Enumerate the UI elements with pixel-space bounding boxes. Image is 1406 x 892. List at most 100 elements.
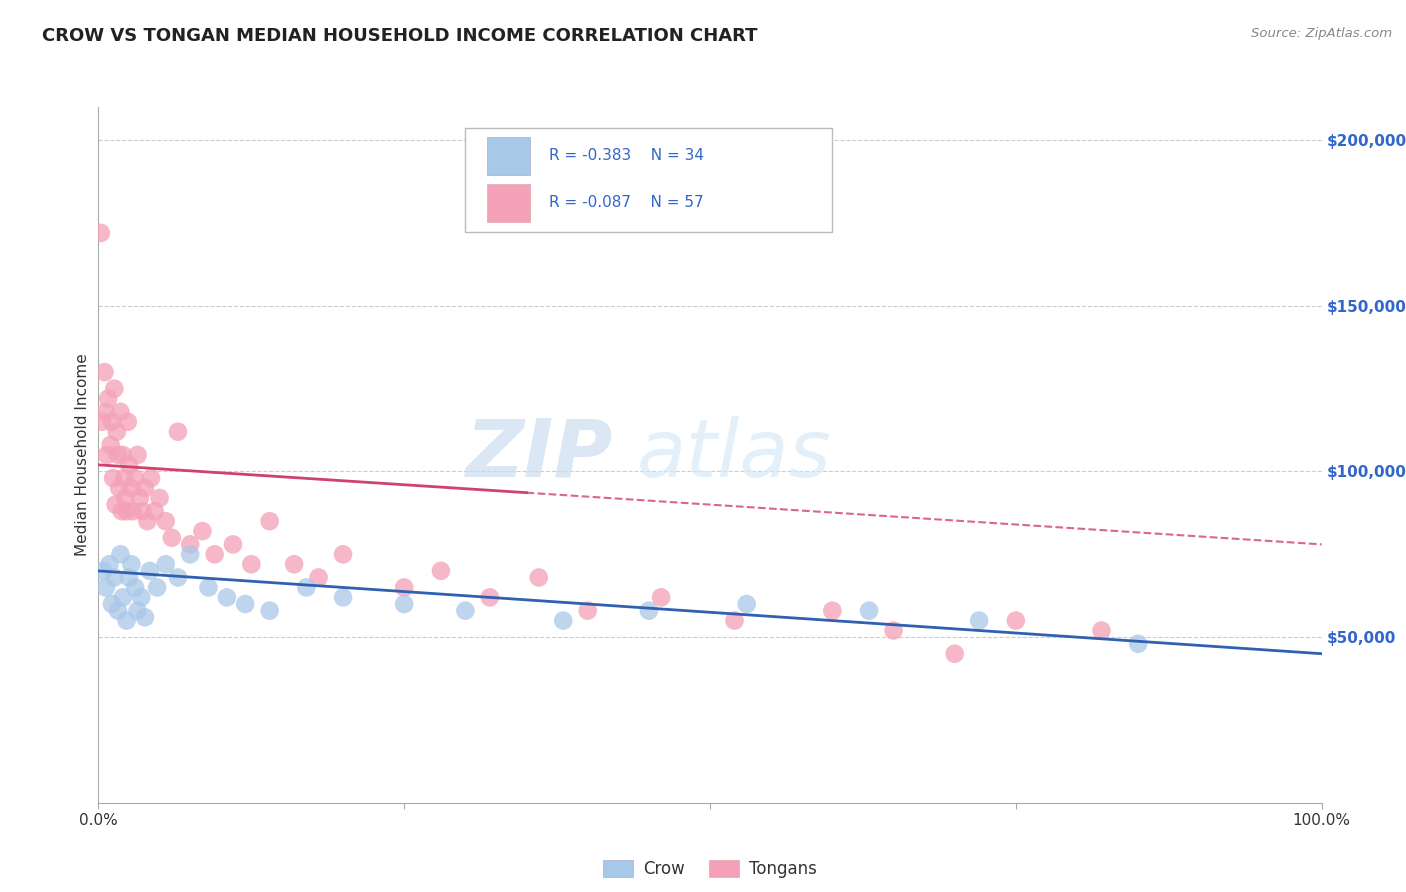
Point [259, 604, 281, 618]
Point [111, 591, 134, 605]
Point [179, 547, 201, 561]
Point [160, 531, 183, 545]
Point [735, 597, 758, 611]
Legend: Crow, Tongans: Crow, Tongans [596, 854, 824, 885]
FancyBboxPatch shape [465, 128, 832, 232]
Y-axis label: Median Household Income: Median Household Income [75, 353, 90, 557]
Point [430, 564, 453, 578]
Point [139, 471, 162, 485]
Point [155, 514, 177, 528]
Point [90, 226, 112, 240]
Point [96, 448, 118, 462]
Point [478, 591, 501, 605]
Point [858, 604, 880, 618]
Point [222, 537, 245, 551]
Text: Source: ZipAtlas.com: Source: ZipAtlas.com [1251, 27, 1392, 40]
Point [103, 382, 125, 396]
Point [240, 558, 263, 572]
Point [120, 558, 142, 572]
Point [101, 597, 124, 611]
Point [91, 564, 114, 578]
Point [100, 438, 122, 452]
Point [131, 504, 153, 518]
Point [943, 647, 966, 661]
Point [134, 481, 156, 495]
Point [139, 564, 162, 578]
Point [115, 614, 138, 628]
Point [553, 614, 575, 628]
Point [295, 581, 318, 595]
Point [883, 624, 905, 638]
Point [179, 537, 201, 551]
Point [283, 558, 305, 572]
Point [127, 604, 149, 618]
Point [120, 481, 142, 495]
Point [1090, 624, 1112, 638]
Point [637, 604, 661, 618]
Point [94, 405, 117, 419]
Text: R = -0.383    N = 34: R = -0.383 N = 34 [548, 148, 703, 163]
Point [167, 570, 190, 584]
Point [155, 558, 177, 572]
Point [392, 581, 416, 595]
Point [98, 558, 121, 572]
Text: atlas: atlas [637, 416, 831, 494]
Point [576, 604, 599, 618]
Point [332, 547, 354, 561]
Point [129, 491, 152, 505]
Point [821, 604, 844, 618]
Point [167, 425, 190, 439]
Point [215, 591, 238, 605]
Text: CROW VS TONGAN MEDIAN HOUSEHOLD INCOME CORRELATION CHART: CROW VS TONGAN MEDIAN HOUSEHOLD INCOME C… [42, 27, 758, 45]
Point [191, 524, 214, 538]
Bar [488, 184, 530, 222]
Point [107, 604, 129, 618]
Point [967, 614, 990, 628]
Point [94, 581, 117, 595]
Bar [488, 136, 530, 175]
Point [129, 591, 152, 605]
Point [134, 610, 156, 624]
Point [723, 614, 745, 628]
Point [332, 591, 354, 605]
Point [136, 514, 159, 528]
Point [111, 504, 134, 518]
Point [104, 498, 127, 512]
Point [91, 415, 114, 429]
Text: ZIP: ZIP [465, 416, 612, 494]
Point [93, 365, 115, 379]
Point [197, 581, 219, 595]
Point [527, 570, 550, 584]
Point [1128, 637, 1150, 651]
Point [101, 415, 124, 429]
Point [124, 581, 146, 595]
Point [118, 570, 141, 584]
Point [111, 448, 134, 462]
Point [392, 597, 416, 611]
Point [204, 547, 226, 561]
Point [97, 392, 120, 406]
Point [105, 425, 128, 439]
Point [454, 604, 477, 618]
Point [259, 514, 281, 528]
Point [127, 448, 149, 462]
Point [103, 570, 125, 584]
Point [149, 491, 172, 505]
Point [108, 481, 131, 495]
Point [233, 597, 256, 611]
Text: R = -0.087    N = 57: R = -0.087 N = 57 [548, 195, 703, 211]
Point [118, 458, 141, 472]
Point [117, 415, 139, 429]
Point [110, 547, 132, 561]
Point [650, 591, 672, 605]
Point [107, 448, 129, 462]
Point [112, 471, 135, 485]
Point [1004, 614, 1026, 628]
Point [101, 471, 124, 485]
Point [121, 504, 143, 518]
Point [308, 570, 330, 584]
Point [110, 405, 132, 419]
Point [115, 504, 138, 518]
Point [143, 504, 166, 518]
Point [146, 581, 169, 595]
